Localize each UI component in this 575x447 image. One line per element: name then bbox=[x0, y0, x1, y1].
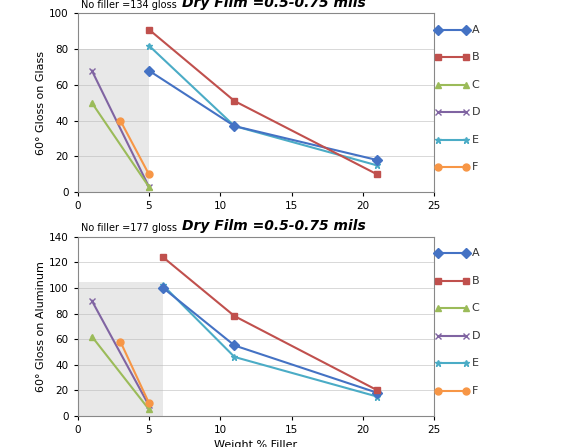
Text: E: E bbox=[472, 358, 478, 368]
Text: No filler =177 gloss: No filler =177 gloss bbox=[81, 224, 177, 233]
X-axis label: Weight % Filler: Weight % Filler bbox=[214, 440, 297, 447]
Text: D: D bbox=[472, 107, 480, 118]
Text: Dry Film =0.5-0.75 mils: Dry Film =0.5-0.75 mils bbox=[182, 219, 366, 233]
Text: F: F bbox=[472, 386, 478, 396]
Text: D: D bbox=[472, 331, 480, 341]
Text: No filler =134 gloss: No filler =134 gloss bbox=[81, 0, 177, 10]
Text: C: C bbox=[472, 80, 479, 90]
Text: Dry Film =0.5-0.75 mils: Dry Film =0.5-0.75 mils bbox=[182, 0, 366, 10]
Text: F: F bbox=[472, 162, 478, 173]
Text: E: E bbox=[472, 135, 478, 145]
Text: B: B bbox=[472, 276, 479, 286]
Y-axis label: 60° Gloss on Aluminum: 60° Gloss on Aluminum bbox=[36, 261, 46, 392]
Bar bbox=[78, 49, 149, 192]
Text: B: B bbox=[472, 52, 479, 63]
Text: A: A bbox=[472, 25, 479, 35]
Bar bbox=[78, 282, 163, 416]
Text: A: A bbox=[472, 249, 479, 258]
Text: C: C bbox=[472, 304, 479, 313]
Y-axis label: 60° Gloss on Glass: 60° Gloss on Glass bbox=[36, 51, 46, 155]
